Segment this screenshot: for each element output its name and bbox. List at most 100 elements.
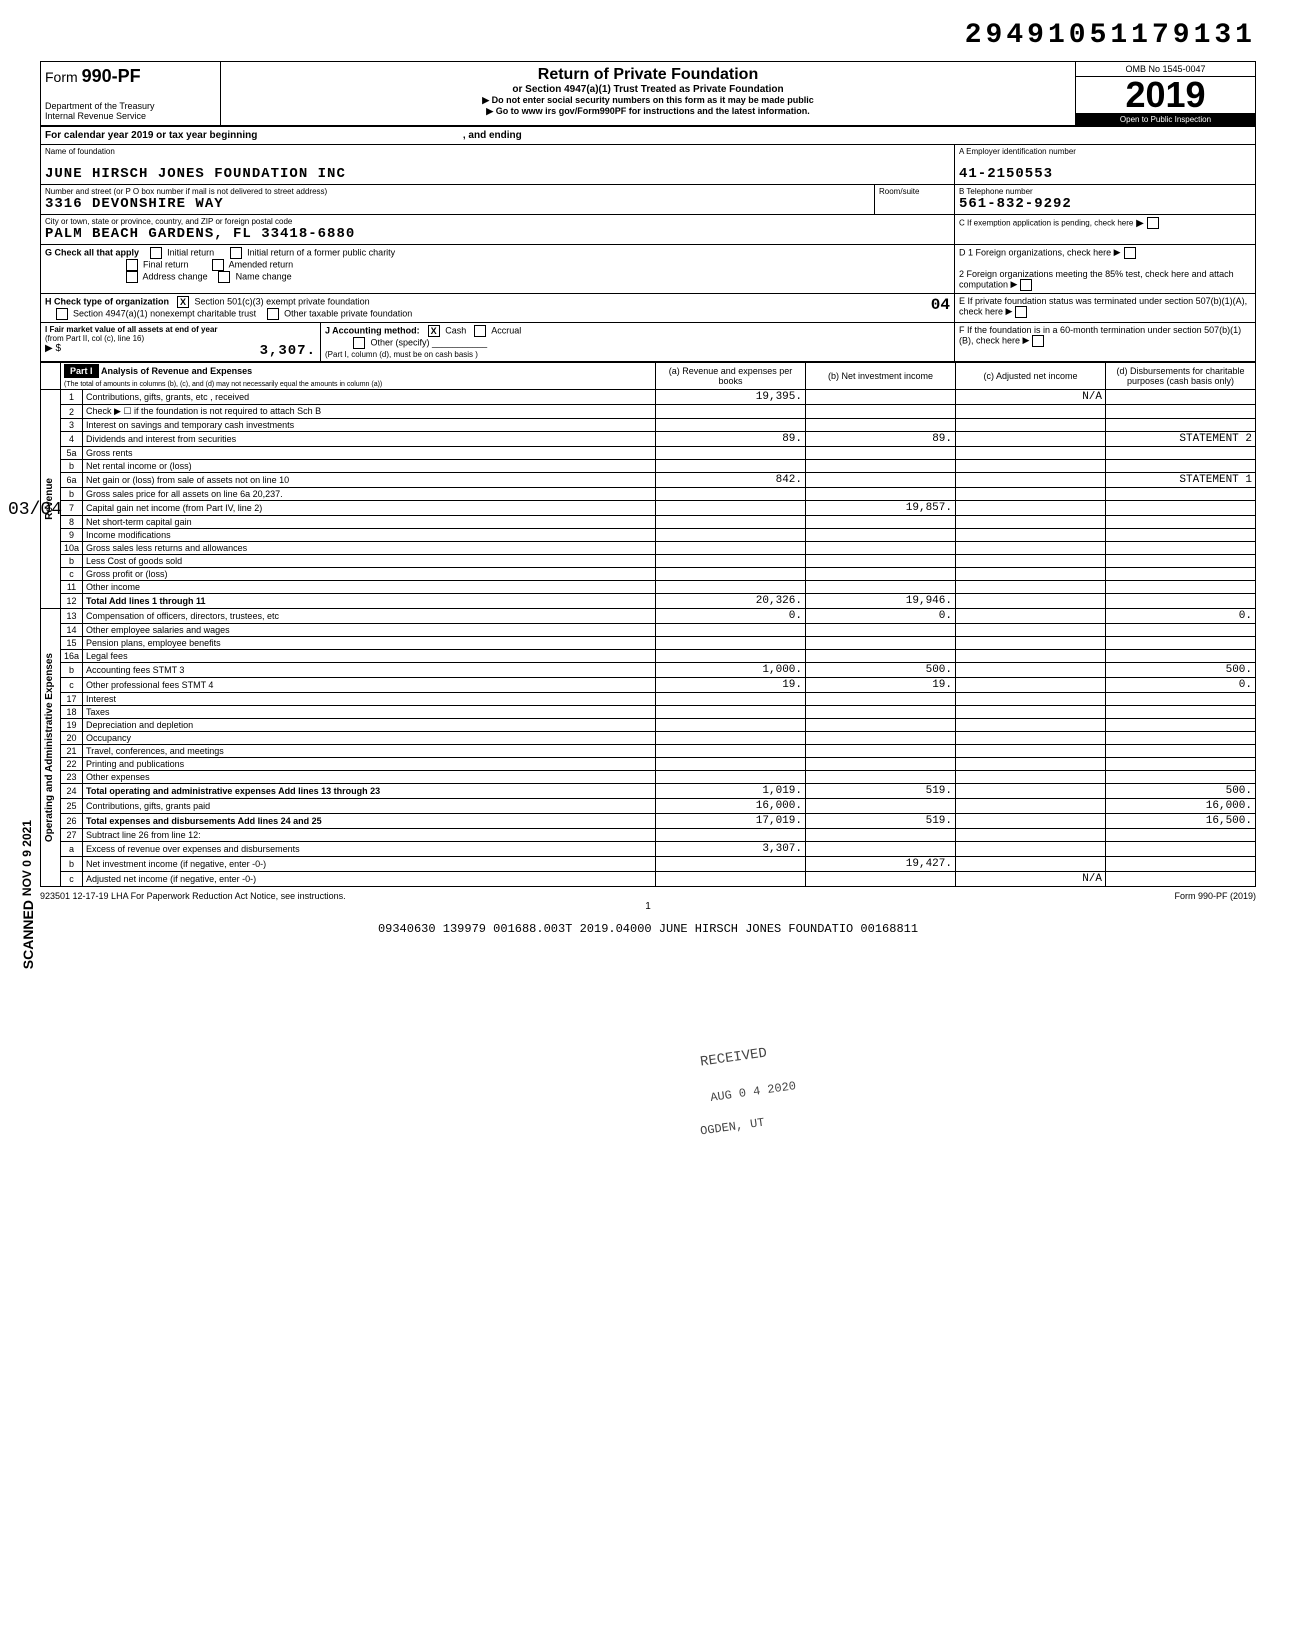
h-opt3-checkbox[interactable] bbox=[267, 308, 279, 320]
g-initial-former-checkbox[interactable] bbox=[230, 247, 242, 259]
line-desc: Other expenses bbox=[83, 771, 656, 784]
col-c-value: N/A bbox=[956, 390, 1106, 405]
col-d-value: STATEMENT 1 bbox=[1106, 473, 1256, 488]
table-row: 20 Occupancy bbox=[41, 732, 1256, 745]
line-desc: Compensation of officers, directors, tru… bbox=[83, 609, 656, 624]
h-opt1-checkbox[interactable]: X bbox=[177, 296, 189, 308]
col-c-value bbox=[956, 555, 1106, 568]
table-row: 25 Contributions, gifts, grants paid 16,… bbox=[41, 799, 1256, 814]
line-number: 10a bbox=[61, 542, 83, 555]
line-number: 19 bbox=[61, 719, 83, 732]
line-desc: Interest bbox=[83, 693, 656, 706]
col-c-value bbox=[956, 678, 1106, 693]
h-opt3: Other taxable private foundation bbox=[284, 308, 412, 318]
j-other-checkbox[interactable] bbox=[353, 337, 365, 349]
line-desc: Other professional fees STMT 4 bbox=[83, 678, 656, 693]
col-b-value bbox=[806, 732, 956, 745]
col-c-value bbox=[956, 745, 1106, 758]
col-d-value bbox=[1106, 637, 1256, 650]
j-cash-checkbox[interactable]: X bbox=[428, 325, 440, 337]
line-number: 25 bbox=[61, 799, 83, 814]
d2-checkbox[interactable] bbox=[1020, 279, 1032, 291]
line-number: c bbox=[61, 872, 83, 887]
g-final-checkbox[interactable] bbox=[126, 259, 138, 271]
j-accrual-checkbox[interactable] bbox=[474, 325, 486, 337]
table-row: 4 Dividends and interest from securities… bbox=[41, 432, 1256, 447]
line-number: 6a bbox=[61, 473, 83, 488]
col-d-value: 0. bbox=[1106, 609, 1256, 624]
col-b-value bbox=[806, 624, 956, 637]
g-initial: Initial return bbox=[167, 247, 214, 257]
d1-checkbox[interactable] bbox=[1124, 247, 1136, 259]
c-checkbox[interactable] bbox=[1147, 217, 1159, 229]
col-a-value bbox=[656, 829, 806, 842]
col-d-value bbox=[1106, 758, 1256, 771]
col-c-value bbox=[956, 568, 1106, 581]
d2-label: 2 Foreign organizations meeting the 85% … bbox=[959, 269, 1234, 289]
table-row: 9 Income modifications bbox=[41, 529, 1256, 542]
col-b-value: 0. bbox=[806, 609, 956, 624]
room-label: Room/suite bbox=[879, 187, 950, 196]
table-row: a Excess of revenue over expenses and di… bbox=[41, 842, 1256, 857]
g-amended-checkbox[interactable] bbox=[212, 259, 224, 271]
table-row: 11 Other income bbox=[41, 581, 1256, 594]
col-d-value bbox=[1106, 555, 1256, 568]
col-a-header: (a) Revenue and expenses per books bbox=[656, 363, 806, 390]
col-a-value bbox=[656, 405, 806, 419]
table-row: 14 Other employee salaries and wages bbox=[41, 624, 1256, 637]
nov-date-stamp: NOV 0 9 2021 bbox=[20, 820, 34, 896]
bottom-filing-line: 09340630 139979 001688.003T 2019.04000 J… bbox=[40, 922, 1256, 936]
col-b-value bbox=[806, 693, 956, 706]
col-a-value: 89. bbox=[656, 432, 806, 447]
col-d-value: 0. bbox=[1106, 678, 1256, 693]
col-b-value: 89. bbox=[806, 432, 956, 447]
g-amended: Amended return bbox=[229, 259, 294, 269]
g-initial-checkbox[interactable] bbox=[150, 247, 162, 259]
col-b-value bbox=[806, 745, 956, 758]
f-checkbox[interactable] bbox=[1032, 335, 1044, 347]
col-c-value bbox=[956, 609, 1106, 624]
table-row: 19 Depreciation and depletion bbox=[41, 719, 1256, 732]
col-d-value bbox=[1106, 745, 1256, 758]
table-row: 6a Net gain or (loss) from sale of asset… bbox=[41, 473, 1256, 488]
table-row: b Net investment income (if negative, en… bbox=[41, 857, 1256, 872]
col-b-value bbox=[806, 758, 956, 771]
h-opt2-checkbox[interactable] bbox=[56, 308, 68, 320]
col-a-value bbox=[656, 857, 806, 872]
g-final: Final return bbox=[143, 259, 189, 269]
table-row: 22 Printing and publications bbox=[41, 758, 1256, 771]
g-initial-former: Initial return of a former public charit… bbox=[247, 247, 395, 257]
line-desc: Net investment income (if negative, ente… bbox=[83, 857, 656, 872]
g-addr-change-checkbox[interactable] bbox=[126, 271, 138, 283]
addr-value: 3316 DEVONSHIRE WAY bbox=[45, 196, 870, 212]
col-c-value bbox=[956, 581, 1106, 594]
col-c-value bbox=[956, 857, 1106, 872]
table-row: 10a Gross sales less returns and allowan… bbox=[41, 542, 1256, 555]
col-a-value: 20,326. bbox=[656, 594, 806, 609]
g-name-change-checkbox[interactable] bbox=[218, 271, 230, 283]
col-c-value bbox=[956, 529, 1106, 542]
line-desc: Depreciation and depletion bbox=[83, 719, 656, 732]
col-b-value bbox=[806, 719, 956, 732]
form-number: 990-PF bbox=[82, 66, 141, 86]
table-row: Revenue 1 Contributions, gifts, grants, … bbox=[41, 390, 1256, 405]
addr-label: Number and street (or P O box number if … bbox=[45, 187, 870, 196]
col-a-value: 16,000. bbox=[656, 799, 806, 814]
line-desc: Gross sales price for all assets on line… bbox=[83, 488, 656, 501]
line-number: 26 bbox=[61, 814, 83, 829]
scanned-stamp: SCANNED bbox=[20, 900, 36, 969]
table-row: b Net rental income or (loss) bbox=[41, 460, 1256, 473]
form-subtitle: or Section 4947(a)(1) Trust Treated as P… bbox=[225, 84, 1071, 95]
table-row: b Less Cost of goods sold bbox=[41, 555, 1256, 568]
col-d-value: 16,500. bbox=[1106, 814, 1256, 829]
form-footer: Form 990-PF (2019) bbox=[1174, 891, 1256, 901]
table-row: 17 Interest bbox=[41, 693, 1256, 706]
col-c-value bbox=[956, 814, 1106, 829]
table-row: 15 Pension plans, employee benefits bbox=[41, 637, 1256, 650]
e-checkbox[interactable] bbox=[1015, 306, 1027, 318]
line-desc: Gross sales less returns and allowances bbox=[83, 542, 656, 555]
col-c-value bbox=[956, 473, 1106, 488]
table-row: c Adjusted net income (if negative, ente… bbox=[41, 872, 1256, 887]
col-b-value: 19,427. bbox=[806, 857, 956, 872]
aug-date-stamp: AUG 0 4 2020 bbox=[709, 1079, 797, 1105]
